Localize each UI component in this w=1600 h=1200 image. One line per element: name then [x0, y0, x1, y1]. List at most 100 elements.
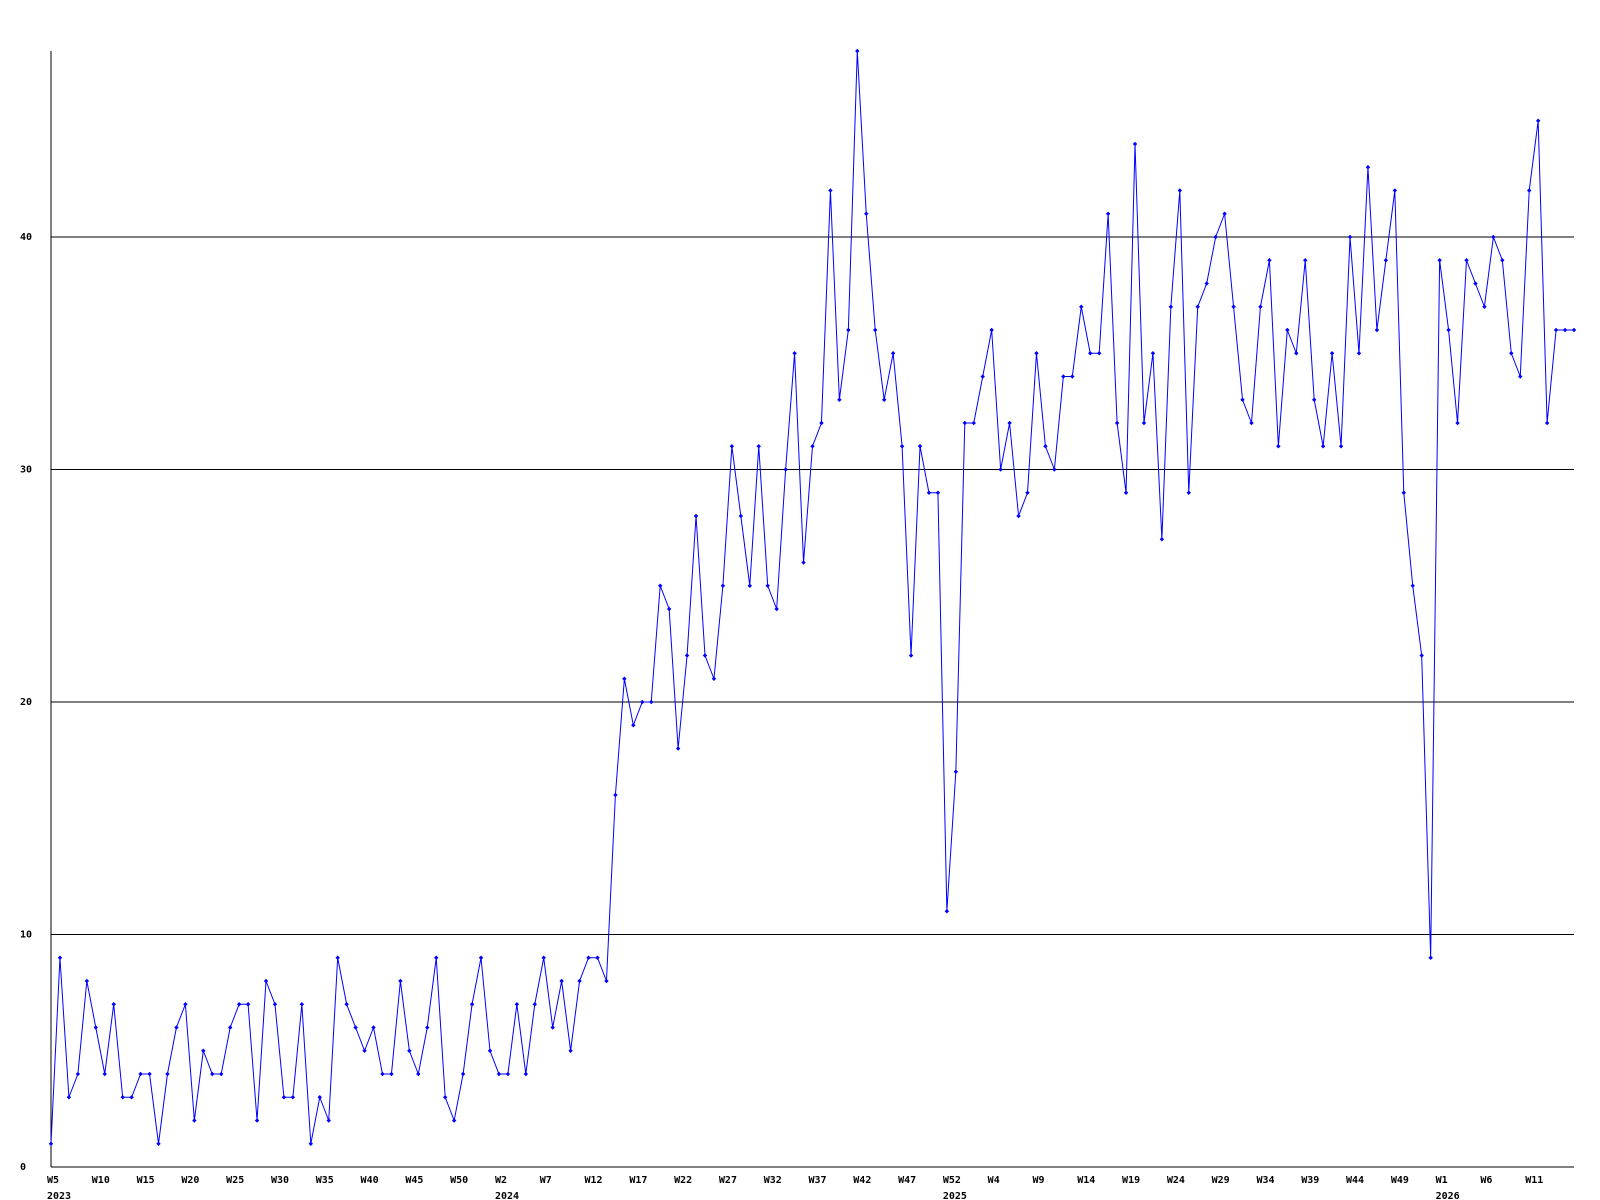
data-point — [407, 1048, 412, 1053]
y-tick-label: 20 — [20, 697, 32, 708]
data-point — [93, 1025, 98, 1030]
data-point — [147, 1071, 152, 1077]
data-point — [299, 1002, 305, 1007]
data-point — [1294, 351, 1299, 356]
x-tick-label: 2025 — [943, 1191, 967, 1200]
data-point — [1159, 537, 1165, 542]
data-point — [774, 606, 779, 612]
data-point — [1123, 490, 1129, 495]
data-point — [57, 955, 63, 960]
data-point — [864, 211, 869, 216]
data-point — [1571, 327, 1577, 333]
data-point — [1338, 444, 1344, 449]
data-point — [281, 1095, 287, 1100]
data-point — [102, 1071, 107, 1077]
data-point — [550, 1025, 555, 1030]
data-point — [989, 327, 994, 333]
x-tick-label: W6 — [1480, 1175, 1492, 1186]
data-point — [1491, 234, 1496, 240]
data-point — [1356, 351, 1362, 356]
data-point — [1231, 304, 1236, 309]
x-tick-label: W50 — [450, 1175, 468, 1186]
data-point — [398, 978, 403, 984]
data-point — [308, 1141, 314, 1146]
data-point — [496, 1071, 502, 1077]
x-tick-label: W34 — [1256, 1175, 1274, 1186]
data-point — [541, 955, 546, 960]
data-point — [183, 1002, 188, 1007]
data-point — [792, 351, 797, 356]
data-point — [1105, 211, 1111, 216]
data-point — [469, 1002, 475, 1007]
data-point — [917, 444, 923, 449]
data-point — [532, 1002, 537, 1007]
x-tick-label: W10 — [92, 1175, 110, 1186]
data-point — [1285, 327, 1290, 333]
data-point — [1132, 141, 1138, 147]
data-point — [953, 769, 959, 774]
data-point — [980, 374, 985, 379]
data-point — [1267, 258, 1272, 263]
data-point — [622, 676, 627, 681]
data-point — [962, 420, 967, 426]
y-tick-label: 10 — [20, 930, 32, 941]
data-point — [1096, 351, 1102, 356]
x-tick-label: W39 — [1301, 1175, 1319, 1186]
x-tick-label: W12 — [585, 1175, 603, 1186]
x-tick-label: W42 — [853, 1175, 871, 1186]
data-point — [380, 1071, 385, 1077]
data-point — [604, 978, 609, 984]
data-point — [1213, 234, 1218, 240]
data-point — [998, 467, 1003, 472]
data-point — [344, 1002, 349, 1007]
data-point — [165, 1071, 170, 1077]
x-tick-label: W20 — [181, 1175, 199, 1186]
data-point — [129, 1095, 134, 1100]
data-point — [460, 1071, 466, 1077]
data-point — [729, 444, 735, 449]
x-tick-label: W5 — [47, 1175, 59, 1186]
x-tick-label: W47 — [898, 1175, 916, 1186]
x-tick-label: W25 — [226, 1175, 244, 1186]
data-point — [1276, 444, 1281, 449]
data-point — [1240, 397, 1245, 402]
data-point — [702, 653, 708, 658]
data-point — [1383, 258, 1389, 263]
data-point — [335, 955, 340, 960]
data-point — [111, 1002, 116, 1007]
data-line — [50, 50, 1574, 1144]
data-point — [819, 420, 824, 426]
data-point — [120, 1095, 125, 1100]
data-point — [1025, 490, 1030, 495]
data-point — [201, 1048, 206, 1053]
data-point — [451, 1118, 457, 1123]
data-point — [586, 955, 591, 960]
data-point — [84, 978, 90, 984]
data-point — [254, 1118, 260, 1123]
data-point — [675, 746, 681, 751]
data-point — [227, 1025, 233, 1030]
data-point — [890, 351, 896, 356]
x-tick-label: W44 — [1346, 1175, 1364, 1186]
x-tick-label: W29 — [1212, 1175, 1230, 1186]
data-point — [1114, 420, 1120, 426]
data-point — [640, 699, 645, 705]
data-point — [290, 1095, 296, 1100]
x-tick-label: W4 — [988, 1175, 1000, 1186]
data-point — [138, 1071, 143, 1077]
data-point — [658, 583, 663, 588]
data-point — [1419, 653, 1424, 658]
x-tick-label: W19 — [1122, 1175, 1140, 1186]
data-point — [442, 1095, 448, 1100]
data-point — [353, 1025, 358, 1030]
data-point — [971, 420, 976, 426]
data-point — [747, 583, 752, 588]
x-tick-label: W27 — [719, 1175, 737, 1186]
data-point — [514, 1002, 520, 1007]
x-tick-label: W24 — [1167, 1175, 1185, 1186]
data-point — [1034, 351, 1039, 356]
data-point — [1553, 327, 1559, 333]
data-point — [1509, 351, 1514, 356]
x-tick-label: W35 — [316, 1175, 334, 1186]
data-point — [1061, 374, 1066, 379]
